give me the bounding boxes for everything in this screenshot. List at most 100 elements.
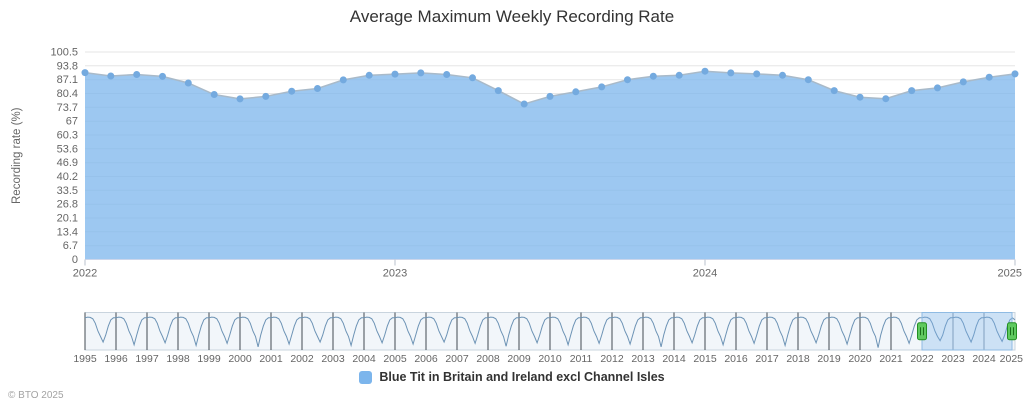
series-markers[interactable] <box>81 67 1019 108</box>
y-axis-title: Recording rate (%) <box>11 107 23 204</box>
svg-text:53.6: 53.6 <box>57 143 78 155</box>
svg-text:2006: 2006 <box>414 353 438 365</box>
svg-text:2022: 2022 <box>73 268 97 280</box>
data-point-marker[interactable] <box>856 93 864 101</box>
svg-text:2024: 2024 <box>972 353 996 365</box>
data-point-marker[interactable] <box>494 87 502 95</box>
data-point-marker[interactable] <box>443 71 451 78</box>
svg-text:2023: 2023 <box>941 353 965 365</box>
svg-text:2013: 2013 <box>631 353 655 365</box>
data-point-marker[interactable] <box>365 71 373 79</box>
svg-text:2024: 2024 <box>693 268 717 280</box>
svg-text:2010: 2010 <box>538 353 562 365</box>
svg-text:33.5: 33.5 <box>57 185 78 197</box>
svg-text:1995: 1995 <box>73 353 97 365</box>
data-point-marker[interactable] <box>830 87 838 95</box>
svg-text:1999: 1999 <box>197 353 221 365</box>
data-point-marker[interactable] <box>159 72 166 80</box>
data-point-marker[interactable] <box>675 71 683 79</box>
data-point-marker[interactable] <box>1011 70 1019 78</box>
navigator-axis-labels: 1995 1996 1997 1998 1999 2000 2001 2002 2003 2004… <box>73 353 1023 365</box>
data-point-marker[interactable] <box>959 78 967 86</box>
svg-text:2015: 2015 <box>693 353 717 365</box>
svg-text:2025: 2025 <box>1000 353 1024 365</box>
svg-text:2020: 2020 <box>848 353 872 365</box>
data-point-marker[interactable] <box>804 76 812 84</box>
svg-text:80.4: 80.4 <box>57 88 78 100</box>
data-point-marker[interactable] <box>469 74 476 82</box>
data-point-marker[interactable] <box>314 85 321 92</box>
svg-text:1998: 1998 <box>166 353 190 365</box>
data-point-marker[interactable] <box>391 70 399 78</box>
svg-text:2017: 2017 <box>755 353 779 365</box>
svg-text:40.2: 40.2 <box>57 171 78 183</box>
svg-text:2005: 2005 <box>383 353 407 365</box>
data-point-marker[interactable] <box>288 87 296 95</box>
svg-text:73.7: 73.7 <box>57 102 78 114</box>
svg-text:2004: 2004 <box>352 353 376 365</box>
svg-text:2021: 2021 <box>879 353 903 365</box>
svg-text:2002: 2002 <box>290 353 314 365</box>
svg-text:2019: 2019 <box>817 353 841 365</box>
data-point-marker[interactable] <box>649 72 657 80</box>
data-point-marker[interactable] <box>727 69 735 77</box>
data-point-marker[interactable] <box>572 88 580 96</box>
data-point-marker[interactable] <box>598 83 606 91</box>
svg-text:2007: 2007 <box>445 353 469 365</box>
legend-symbol[interactable] <box>359 370 373 384</box>
data-point-marker[interactable] <box>985 73 993 81</box>
area-series[interactable] <box>85 71 1015 260</box>
legend-label[interactable]: Blue Tit in Britain and Ireland excl Cha… <box>379 370 665 384</box>
data-point-marker[interactable] <box>701 67 709 75</box>
svg-text:93.8: 93.8 <box>57 60 78 72</box>
svg-text:100.5: 100.5 <box>50 47 78 59</box>
data-point-marker[interactable] <box>339 76 347 84</box>
svg-text:2011: 2011 <box>570 353 593 365</box>
svg-text:0: 0 <box>72 254 78 266</box>
y-axis-labels: 100.593.8 87.1 80.4 73.7 67 60.353.6 46.9 40.2 3… <box>50 47 78 267</box>
navigator-selected-range[interactable] <box>921 312 1013 351</box>
svg-text:2022: 2022 <box>910 353 934 365</box>
data-point-marker[interactable] <box>262 92 270 100</box>
data-point-marker[interactable] <box>107 72 115 80</box>
data-point-marker[interactable] <box>624 76 631 84</box>
data-point-marker[interactable] <box>546 92 554 100</box>
navigator-series <box>84 316 1016 348</box>
navigator-handle-right[interactable] <box>1007 322 1017 341</box>
data-point-marker[interactable] <box>908 87 916 95</box>
data-point-marker[interactable] <box>133 71 141 78</box>
data-point-marker[interactable] <box>520 100 528 108</box>
data-point-marker[interactable] <box>934 84 941 92</box>
svg-text:1996: 1996 <box>104 353 128 365</box>
data-point-marker[interactable] <box>184 79 192 87</box>
svg-text:1997: 1997 <box>135 353 159 365</box>
svg-text:2003: 2003 <box>321 353 345 365</box>
svg-text:60.3: 60.3 <box>57 130 78 142</box>
svg-text:13.4: 13.4 <box>57 226 78 238</box>
data-point-marker[interactable] <box>81 69 89 77</box>
svg-text:2023: 2023 <box>383 268 407 280</box>
svg-text:2014: 2014 <box>662 353 686 365</box>
navigator-handle-left[interactable] <box>917 322 927 341</box>
legend-item-blue-tit[interactable]: Blue Tit in Britain and Ireland excl Cha… <box>0 370 1024 384</box>
data-point-marker[interactable] <box>753 70 761 78</box>
data-point-marker[interactable] <box>236 95 244 103</box>
data-point-marker[interactable] <box>779 71 786 79</box>
svg-text:2000: 2000 <box>228 353 252 365</box>
svg-text:2025: 2025 <box>998 268 1022 280</box>
svg-text:2016: 2016 <box>724 353 748 365</box>
svg-text:20.1: 20.1 <box>57 213 78 225</box>
svg-text:87.1: 87.1 <box>57 74 78 86</box>
svg-text:6.7: 6.7 <box>63 240 78 252</box>
data-point-marker[interactable] <box>417 69 425 77</box>
svg-text:26.8: 26.8 <box>57 199 78 211</box>
data-point-marker[interactable] <box>882 95 890 103</box>
navigator <box>84 312 1017 351</box>
x-axis: 2022 2023 2024 2025 <box>73 259 1022 280</box>
svg-text:2012: 2012 <box>600 353 624 365</box>
svg-text:2018: 2018 <box>786 353 810 365</box>
data-point-marker[interactable] <box>210 91 218 98</box>
svg-text:2008: 2008 <box>476 353 500 365</box>
svg-text:2001: 2001 <box>259 353 283 365</box>
credits: © BTO 2025 <box>8 390 64 401</box>
